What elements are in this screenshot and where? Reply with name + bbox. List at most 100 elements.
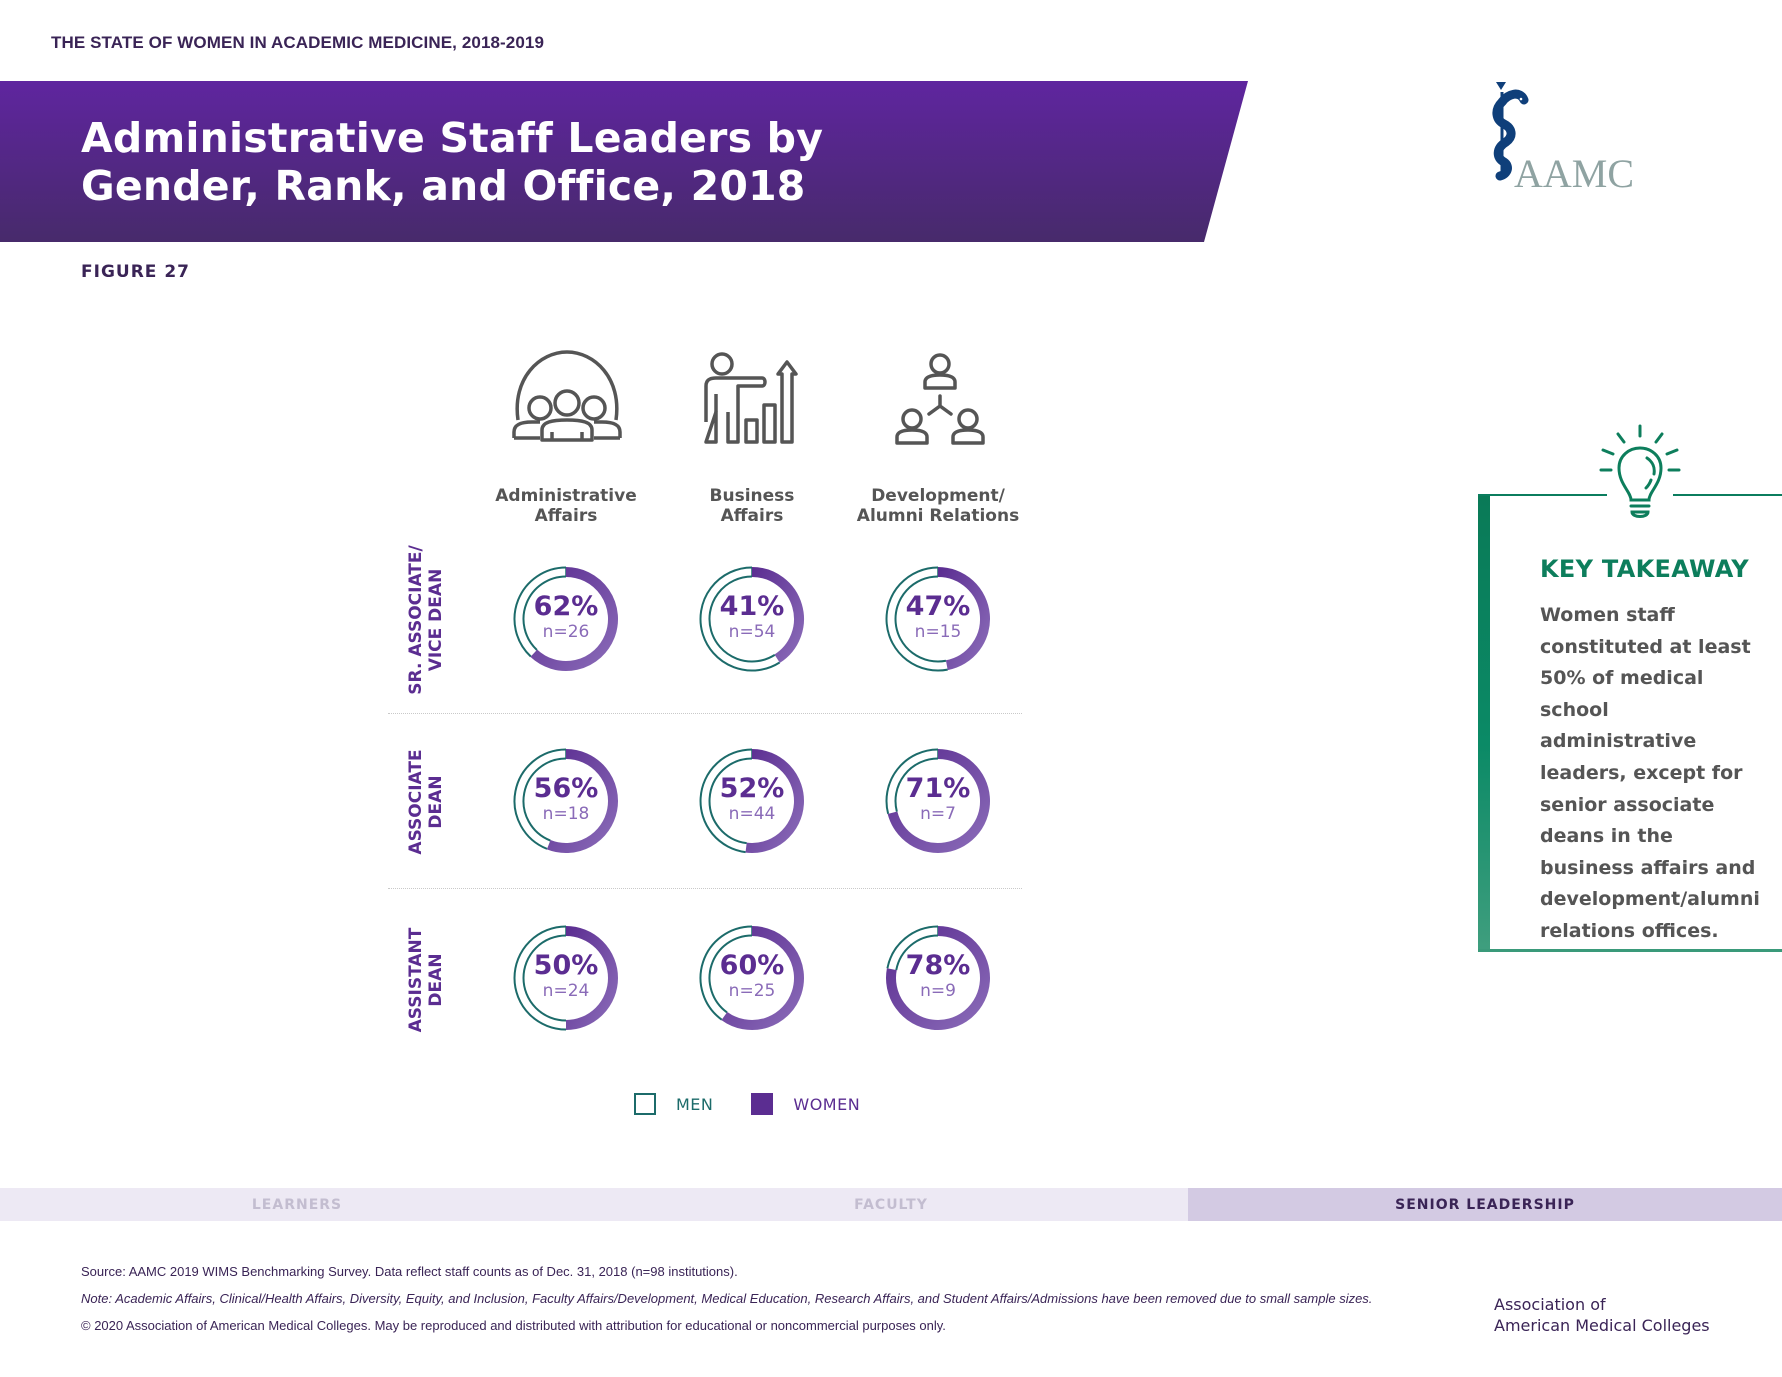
key-takeaway-line: business affairs and bbox=[1540, 856, 1756, 879]
sample-size-label: n=15 bbox=[914, 622, 962, 642]
donut-label: 60% n=25 bbox=[692, 950, 812, 1002]
women-percent-label: 71% bbox=[905, 773, 971, 804]
organization-name-line: American Medical Colleges bbox=[1494, 1316, 1710, 1335]
copyright-note: © 2020 Association of American Medical C… bbox=[81, 1318, 946, 1333]
men-arc-outer bbox=[699, 925, 753, 1021]
women-arc bbox=[721, 926, 804, 1030]
column-header-development-alumni: Development/ Alumni Relations bbox=[833, 486, 1043, 526]
key-takeaway-line: senior associate bbox=[1540, 793, 1715, 816]
page-title-line-1: Administrative Staff Leaders by bbox=[81, 114, 824, 162]
men-arc-inner bbox=[708, 934, 753, 1014]
organization-name-line: Association of bbox=[1494, 1295, 1606, 1314]
women-percent-label: 60% bbox=[719, 950, 785, 981]
men-arc-outer bbox=[699, 748, 753, 854]
logo-text: AAMC bbox=[1514, 151, 1634, 190]
key-takeaway-line: relations offices. bbox=[1540, 919, 1719, 942]
women-percent-label: 78% bbox=[905, 950, 971, 981]
women-percent-label: 41% bbox=[719, 591, 785, 622]
sample-size-label: n=25 bbox=[728, 981, 776, 1001]
sample-size-label: n=9 bbox=[920, 981, 956, 1001]
donut-2-2 bbox=[886, 925, 990, 1030]
women-percent-label: 56% bbox=[533, 773, 599, 804]
men-arc-inner bbox=[522, 757, 567, 842]
donut-label: 62% n=26 bbox=[506, 591, 626, 643]
key-takeaway-text: Women staff constituted at least 50% of … bbox=[1540, 600, 1760, 948]
column-header-line: Affairs bbox=[534, 506, 598, 526]
women-arc bbox=[530, 567, 618, 671]
men-arc-inner bbox=[894, 757, 939, 812]
women-arc bbox=[546, 749, 618, 853]
women-percent-label: 62% bbox=[533, 591, 599, 622]
section-nav: LEARNERS FACULTY SENIOR LEADERSHIP bbox=[0, 1188, 1782, 1221]
column-header-administrative-affairs: Administrative Affairs bbox=[461, 486, 671, 526]
men-arc-inner bbox=[522, 934, 567, 1022]
key-takeaway-line: 50% of medical bbox=[1540, 667, 1704, 690]
donut-2-0 bbox=[513, 925, 618, 1031]
network-people-icon bbox=[895, 353, 985, 445]
column-header-line: Alumni Relations bbox=[856, 506, 1020, 526]
legend-label-women: WOMEN bbox=[793, 1094, 861, 1114]
legend-swatch-men bbox=[634, 1093, 656, 1115]
tab-faculty[interactable]: FACULTY bbox=[854, 1196, 928, 1213]
aamc-logo: AAMC bbox=[1490, 80, 1650, 196]
women-arc bbox=[745, 749, 804, 853]
legend-label-men: MEN bbox=[676, 1094, 714, 1114]
key-takeaway-line: Women staff bbox=[1540, 604, 1675, 626]
sample-size-label: n=7 bbox=[920, 804, 956, 824]
women-percent-label: 47% bbox=[905, 591, 971, 622]
row-divider bbox=[388, 888, 1022, 889]
men-arc-outer bbox=[885, 748, 939, 815]
men-arc-outer bbox=[513, 748, 567, 850]
sample-size-label: n=26 bbox=[542, 622, 590, 642]
chart-legend: MEN WOMEN bbox=[634, 1093, 860, 1115]
row-divider bbox=[388, 713, 1022, 714]
donut-2-1 bbox=[699, 925, 804, 1030]
series-title: THE STATE OF WOMEN IN ACADEMIC MEDICINE,… bbox=[51, 33, 545, 52]
legend-swatch-women bbox=[751, 1093, 774, 1115]
men-arc-outer bbox=[699, 566, 781, 672]
donut-1-1 bbox=[699, 748, 804, 854]
men-arc-inner bbox=[708, 757, 753, 845]
donut-label: 50% n=24 bbox=[506, 951, 626, 1002]
donut-1-2 bbox=[885, 748, 990, 853]
tab-learners[interactable]: LEARNERS bbox=[251, 1196, 343, 1213]
column-header-line: Affairs bbox=[720, 506, 784, 526]
men-arc-inner bbox=[708, 575, 776, 663]
men-arc-inner bbox=[894, 575, 947, 663]
donut-label: 78% n=9 bbox=[878, 950, 998, 1002]
key-takeaway-accent-bar bbox=[1478, 496, 1490, 949]
donut-label: 71% n=7 bbox=[878, 773, 998, 825]
men-arc-outer bbox=[885, 566, 948, 672]
aamc-caduceus-icon: AAMC bbox=[1492, 82, 1634, 196]
lightbulb-icon bbox=[1599, 424, 1681, 518]
source-note: Source: AAMC 2019 WIMS Benchmarking Surv… bbox=[81, 1264, 738, 1279]
women-arc bbox=[887, 749, 990, 853]
donut-0-2 bbox=[885, 566, 990, 672]
key-takeaway-line: development/alumni bbox=[1540, 888, 1760, 911]
men-arc-inner bbox=[522, 575, 567, 651]
title-banner bbox=[0, 81, 1248, 242]
donut-label: 47% n=15 bbox=[878, 591, 998, 643]
page-title: Administrative Staff Leaders by Gender, … bbox=[81, 114, 823, 210]
donut-0-1 bbox=[699, 566, 804, 672]
column-header-business-affairs: Business Affairs bbox=[647, 486, 857, 526]
women-arc bbox=[937, 567, 990, 671]
tab-senior-leadership[interactable]: SENIOR LEADERSHIP bbox=[1188, 1188, 1782, 1221]
men-arc-outer bbox=[513, 566, 567, 658]
column-header-line: Business bbox=[709, 486, 795, 506]
men-arc-inner bbox=[895, 934, 939, 971]
donut-label: 41% n=54 bbox=[692, 591, 812, 643]
key-takeaway-line: constituted at least bbox=[1540, 635, 1751, 658]
sample-size-label: n=18 bbox=[542, 804, 590, 824]
organization-name: Association of American Medical Colleges bbox=[1494, 1294, 1710, 1336]
key-takeaway-line: leaders, except for bbox=[1540, 761, 1743, 784]
presenter-chart-icon bbox=[704, 352, 798, 444]
exclusion-note: Note: Academic Affairs, Clinical/Health … bbox=[81, 1291, 1373, 1306]
sample-size-label: n=44 bbox=[728, 804, 776, 824]
page-title-line-2: Gender, Rank, and Office, 2018 bbox=[81, 162, 806, 210]
figure-label: FIGURE 27 bbox=[81, 262, 190, 282]
sample-size-label: n=24 bbox=[542, 981, 590, 1001]
women-percent-label: 52% bbox=[719, 773, 785, 804]
donut-label: 52% n=44 bbox=[692, 773, 812, 825]
